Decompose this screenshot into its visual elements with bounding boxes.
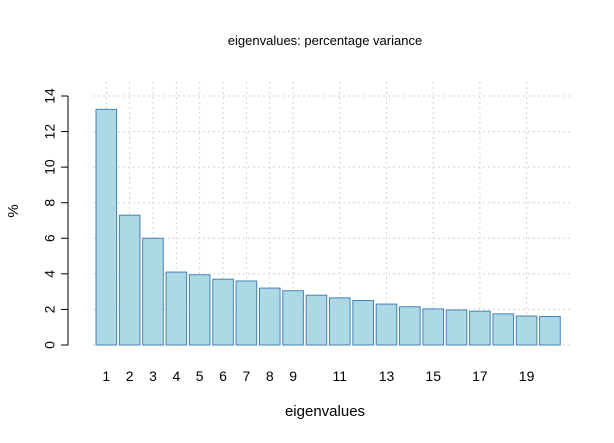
y-axis: 0 2 4 6 8 10 12 14 [42,88,69,349]
bar-9 [282,290,304,346]
bar-17 [469,310,491,346]
bar-16 [445,309,468,346]
y-tick-label: 6 [42,234,58,242]
x-tick-label: 8 [266,368,274,384]
bar-18 [492,313,515,346]
bar-15 [422,308,444,346]
bar-6 [212,278,234,346]
y-tick-label: 12 [42,124,58,140]
x-tick-label: 4 [172,368,180,384]
bar-20 [539,316,561,346]
bar-19 [515,315,538,346]
bar-12 [352,300,374,346]
y-tick-label: 2 [42,305,58,313]
bar-11 [329,297,351,346]
x-tick-label: 15 [425,368,441,384]
x-tick-label: 1 [102,368,110,384]
y-tick-label: 0 [42,341,58,349]
bar-14 [399,306,421,346]
x-tick-label: 9 [289,368,297,384]
x-tick-label: 6 [219,368,227,384]
y-tick-label: 8 [42,199,58,207]
bar-10 [305,294,328,346]
x-tick-label: 7 [243,368,251,384]
bars [95,108,561,346]
chart-title: eigenvalues: percentage variance [228,33,422,48]
bar-4 [165,271,188,346]
bar-2 [118,214,141,346]
y-tick-label: 14 [42,88,58,104]
bar-7 [235,280,258,346]
x-axis-tick-labels: 1 2 3 4 5 6 7 8 9 11 13 15 17 19 [102,368,534,384]
bar-8 [258,287,281,346]
x-tick-label: 19 [519,368,535,384]
x-tick-label: 5 [196,368,204,384]
grid-lines [93,82,572,346]
y-axis-label: % [5,204,22,217]
bar-5 [188,274,211,346]
bar-1 [95,108,118,346]
bar-13 [375,303,398,346]
x-tick-label: 3 [149,368,157,384]
y-tick-label: 10 [42,159,58,175]
x-tick-label: 17 [472,368,488,384]
x-tick-label: 13 [379,368,395,384]
bar-3 [142,237,164,346]
x-axis-label: eigenvalues [285,403,365,420]
x-tick-label: 11 [333,368,348,384]
y-tick-label: 4 [42,270,58,278]
x-tick-label: 2 [126,368,134,384]
